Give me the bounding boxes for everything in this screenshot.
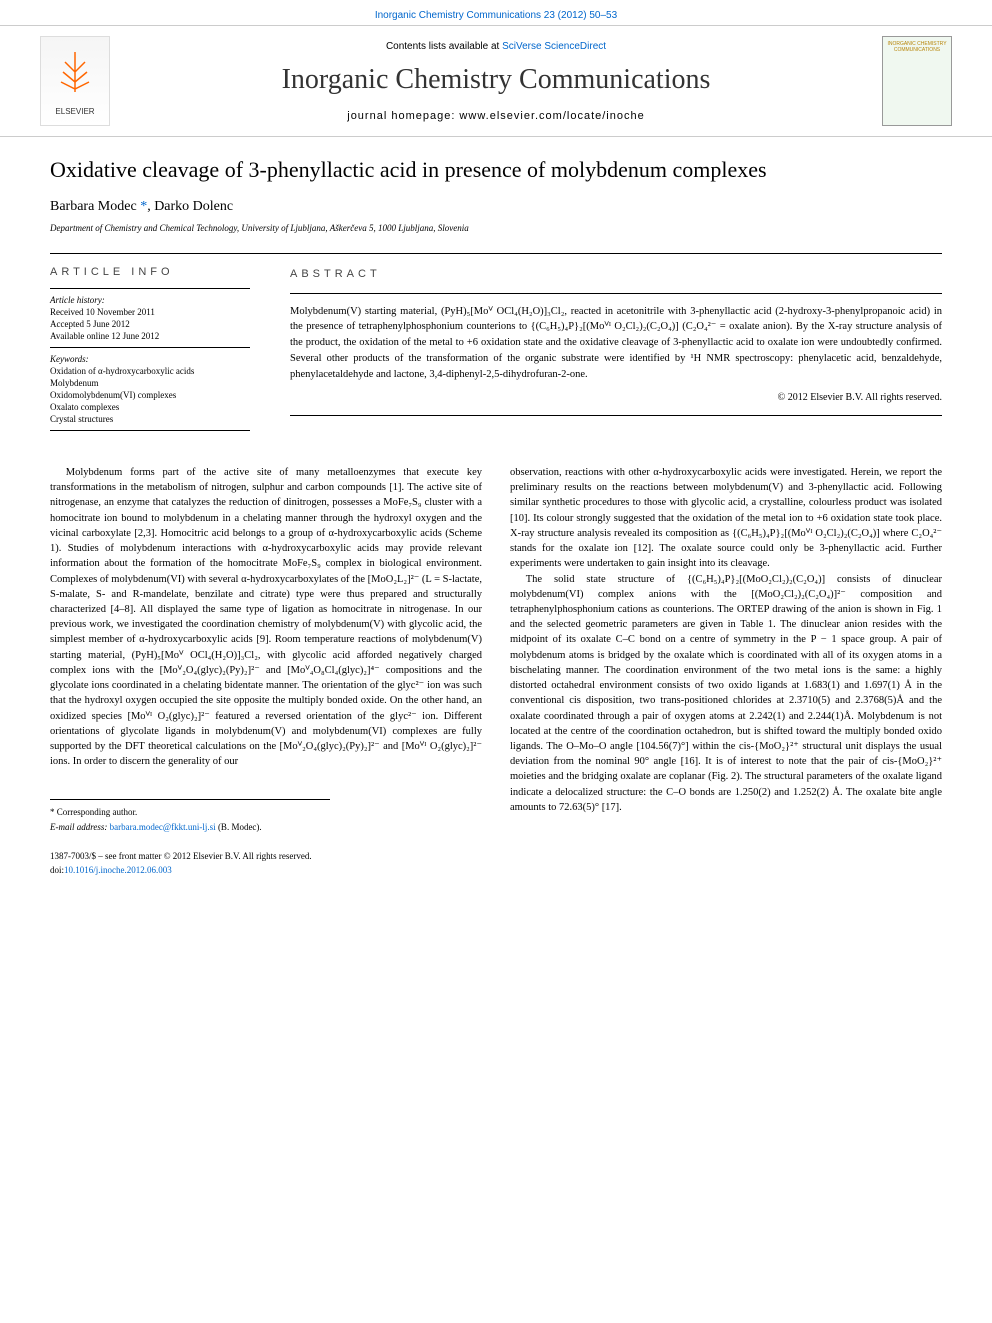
- sciencedirect-link[interactable]: SciVerse ScienceDirect: [502, 41, 606, 52]
- online-date: Available online 12 June 2012: [50, 331, 250, 341]
- keywords-label: Keywords:: [50, 354, 250, 364]
- keyword-3: Oxalato complexes: [50, 402, 250, 412]
- body-paragraph-3: The solid state structure of {(C₆H₅)₄P}₂…: [510, 572, 942, 816]
- doi-line: doi:10.1016/j.inoche.2012.06.003: [50, 864, 482, 877]
- email-link[interactable]: barbara.modec@fkkt.uni-lj.si: [110, 822, 216, 832]
- divider-top: [50, 253, 942, 254]
- page-footer: 1387-7003/$ – see front matter © 2012 El…: [50, 850, 482, 876]
- journal-homepage: journal homepage: www.elsevier.com/locat…: [140, 110, 852, 122]
- history-label: Article history:: [50, 295, 250, 305]
- contents-available-line: Contents lists available at SciVerse Sci…: [140, 41, 852, 52]
- author-list: Barbara Modec *, Darko Dolenc: [50, 199, 942, 215]
- author-0: Barbara Modec: [50, 199, 137, 214]
- body-paragraph-1: Molybdenum forms part of the active site…: [50, 465, 482, 769]
- article-info-heading: ARTICLE INFO: [50, 266, 250, 278]
- corresponding-author-note: * Corresponding author.: [50, 806, 330, 819]
- article-title: Oxidative cleavage of 3-phenyllactic aci…: [50, 157, 942, 183]
- email-suffix: (B. Modec).: [216, 822, 262, 832]
- doi-label: doi:: [50, 865, 64, 875]
- doi-link[interactable]: 10.1016/j.inoche.2012.06.003: [64, 865, 172, 875]
- keyword-1: Molybdenum: [50, 378, 250, 388]
- affiliation: Department of Chemistry and Chemical Tec…: [50, 223, 942, 233]
- contents-text: Contents lists available at: [386, 41, 502, 52]
- elsevier-label: ELSEVIER: [55, 107, 94, 116]
- journal-cover-title: INORGANIC CHEMISTRY COMMUNICATIONS: [887, 41, 947, 53]
- keyword-0: Oxidation of α-hydroxycarboxylic acids: [50, 366, 250, 376]
- elsevier-tree-icon: [55, 47, 95, 107]
- keyword-4: Crystal structures: [50, 414, 250, 424]
- body-paragraph-2: observation, reactions with other α-hydr…: [510, 465, 942, 572]
- accepted-date: Accepted 5 June 2012: [50, 319, 250, 329]
- abstract-divider: [290, 293, 942, 294]
- issn-line: 1387-7003/$ – see front matter © 2012 El…: [50, 850, 482, 863]
- article-info-column: ARTICLE INFO Article history: Received 1…: [50, 266, 250, 437]
- email-line: E-mail address: barbara.modec@fkkt.uni-l…: [50, 821, 330, 834]
- journal-name: Inorganic Chemistry Communications: [140, 64, 852, 96]
- citation-link[interactable]: Inorganic Chemistry Communications 23 (2…: [375, 10, 617, 21]
- elsevier-logo[interactable]: ELSEVIER: [40, 36, 110, 126]
- body-column-right: observation, reactions with other α-hydr…: [510, 465, 942, 877]
- top-citation: Inorganic Chemistry Communications 23 (2…: [0, 0, 992, 25]
- body-column-left: Molybdenum forms part of the active site…: [50, 465, 482, 877]
- received-date: Received 10 November 2011: [50, 307, 250, 317]
- footnotes: * Corresponding author. E-mail address: …: [50, 799, 330, 834]
- info-abstract-row: ARTICLE INFO Article history: Received 1…: [50, 266, 942, 437]
- keyword-2: Oxidomolybdenum(VI) complexes: [50, 390, 250, 400]
- abstract-copyright: © 2012 Elsevier B.V. All rights reserved…: [290, 390, 942, 405]
- header-center: Contents lists available at SciVerse Sci…: [140, 41, 852, 122]
- journal-header-banner: ELSEVIER Contents lists available at Sci…: [0, 25, 992, 137]
- article-content: Oxidative cleavage of 3-phenyllactic aci…: [0, 137, 992, 897]
- journal-cover-area: INORGANIC CHEMISTRY COMMUNICATIONS: [852, 36, 952, 126]
- abstract-column: ABSTRACT Molybdenum(V) starting material…: [290, 266, 942, 437]
- abstract-heading: ABSTRACT: [290, 266, 942, 283]
- body-columns: Molybdenum forms part of the active site…: [50, 465, 942, 877]
- info-divider-3: [50, 430, 250, 431]
- publisher-logo-area: ELSEVIER: [40, 36, 140, 126]
- author-1: Darko Dolenc: [154, 199, 233, 214]
- abstract-text: Molybdenum(V) starting material, (PyH)₅[…: [290, 304, 942, 383]
- info-divider-2: [50, 347, 250, 348]
- journal-cover-thumbnail[interactable]: INORGANIC CHEMISTRY COMMUNICATIONS: [882, 36, 952, 126]
- abstract-bottom-divider: [290, 415, 942, 416]
- info-divider-1: [50, 288, 250, 289]
- corresponding-mark[interactable]: *: [137, 199, 148, 214]
- email-label: E-mail address:: [50, 822, 110, 832]
